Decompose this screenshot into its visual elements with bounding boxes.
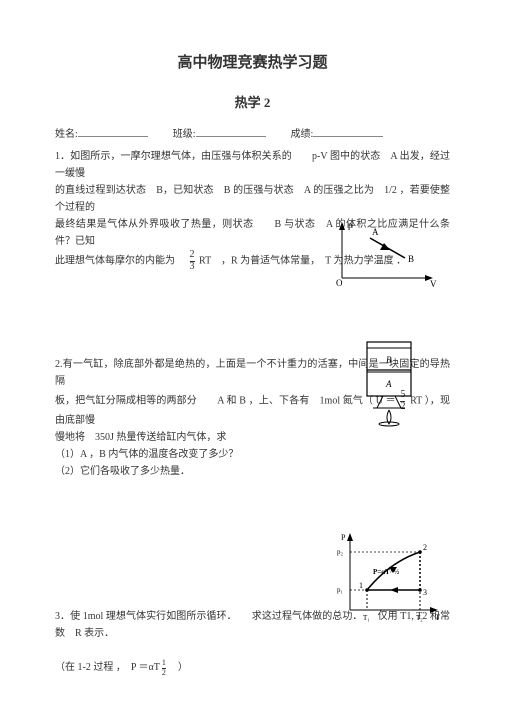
svg-text:P: P bbox=[341, 533, 346, 542]
q3-exp-den: 2 bbox=[162, 668, 166, 677]
q1-line4a: 此理想气体每摩尔的内能为 bbox=[55, 256, 185, 267]
svg-text:A: A bbox=[385, 379, 392, 389]
name-blank bbox=[78, 127, 148, 137]
q1-line2: 的直线过程到达状态 B，已知状态 B 的压强与状态 A 的压强之比为 1/2 ，… bbox=[55, 185, 450, 213]
q2-item1: （1）A ，B 内气体的温度各改变了多少？ bbox=[55, 449, 238, 460]
q1-frac-den: 3 bbox=[190, 261, 195, 273]
svg-text:B: B bbox=[408, 254, 414, 264]
q2-line3: 慢地将 350J 热量传送给缸内气体，求 bbox=[55, 432, 226, 443]
q3-line2a: （在 1-2 过程 ， P ＝αT bbox=[55, 663, 160, 674]
svg-text:p₁: p₁ bbox=[337, 586, 343, 594]
q3-exp-num: 1 bbox=[162, 659, 166, 667]
svg-text:p₂: p₂ bbox=[337, 548, 344, 556]
pt-cycle-icon: P T p₂ p₁ T₁ T₂ 1 2 3 bbox=[335, 530, 445, 625]
class-blank bbox=[196, 127, 266, 137]
svg-text:B: B bbox=[386, 355, 392, 365]
q2-diagram: B A bbox=[355, 338, 425, 428]
svg-text:T₁: T₁ bbox=[363, 614, 370, 622]
class-label: 班级: bbox=[173, 129, 196, 140]
q2-line2a: 板，把气缸分隔成相等的两部分 A 和 B ，上、下各有 1mol 氮气（ U ＝ bbox=[55, 396, 396, 407]
q1-diagram: p V O A B bbox=[330, 220, 440, 290]
svg-text:2: 2 bbox=[423, 543, 427, 552]
svg-text:3: 3 bbox=[423, 588, 427, 597]
page-title: 高中物理竞赛热学习题 bbox=[55, 50, 450, 77]
svg-text:T₂: T₂ bbox=[416, 614, 423, 622]
score-blank bbox=[313, 127, 383, 137]
page-subtitle: 热学 2 bbox=[55, 91, 450, 114]
cylinder-icon: B A bbox=[355, 338, 425, 428]
svg-text:p: p bbox=[348, 220, 353, 230]
q2-item2: （2）它们各吸收了多少热量． bbox=[55, 466, 190, 477]
svg-text:O: O bbox=[336, 278, 343, 288]
q3-line2b: ） bbox=[168, 663, 188, 674]
svg-text:T: T bbox=[435, 613, 440, 622]
q1-fraction: 2 3 bbox=[190, 250, 195, 272]
svg-text:A: A bbox=[372, 227, 379, 237]
q1-line1: 1．如图所示，一摩尔理想气体，由压强与体积关系的 p-V 图中的状态 A 出发，… bbox=[55, 151, 450, 179]
form-row: 姓名: 班级: 成绩: bbox=[55, 126, 450, 144]
svg-text:1: 1 bbox=[359, 581, 363, 590]
score-label: 成绩: bbox=[291, 129, 314, 140]
q1-frac-num: 2 bbox=[190, 250, 195, 261]
q3-diagram: P T p₂ p₁ T₁ T₂ 1 2 3 bbox=[335, 530, 445, 625]
svg-text:P=αT^½: P=αT^½ bbox=[373, 568, 399, 576]
name-label: 姓名: bbox=[55, 129, 78, 140]
pv-graph-icon: p V O A B bbox=[330, 220, 440, 290]
svg-text:V: V bbox=[430, 279, 437, 289]
